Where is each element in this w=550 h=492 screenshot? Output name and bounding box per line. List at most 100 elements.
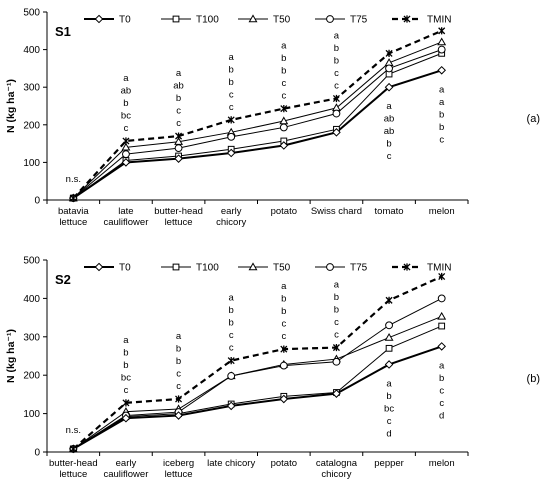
y-tick-label: 0	[34, 196, 40, 207]
significance-letter: b	[334, 292, 339, 303]
significance-letter: c	[229, 343, 234, 354]
x-category-label: early cauliflower	[103, 458, 148, 480]
data-point-t0	[174, 411, 183, 420]
data-point-tmin	[438, 27, 446, 35]
significance-letter: c	[334, 80, 339, 91]
significance-letter: ab	[173, 81, 184, 92]
significance-letter: b	[334, 305, 339, 316]
legend-marker-tmin	[403, 263, 411, 271]
data-point-t100	[438, 322, 446, 330]
significance-letter: a	[386, 378, 392, 389]
x-category-label: tomato	[375, 206, 404, 217]
significance-letter: bc	[121, 372, 131, 383]
x-category-label: early chicory	[216, 206, 246, 228]
legend-label: T75	[350, 15, 368, 26]
significance-letter: c	[124, 123, 129, 134]
significance-letter: c	[124, 385, 129, 396]
significance-letter: c	[439, 398, 444, 409]
data-point-tmin	[385, 296, 393, 304]
significance-letter: c	[176, 118, 181, 129]
significance-letter: b	[281, 294, 286, 305]
legend-marker-t50	[248, 14, 258, 23]
data-point-tmin	[280, 345, 288, 353]
data-point-t75	[174, 144, 183, 153]
significance-letter: a	[123, 335, 129, 346]
significance-letter: ab	[384, 126, 395, 137]
significance-letter: a	[123, 73, 129, 84]
legend-marker-t75	[326, 263, 334, 271]
significance-letter: c	[281, 78, 286, 89]
y-tick-label: 300	[23, 332, 40, 343]
data-point-t75	[279, 361, 288, 370]
significance-letter: c	[281, 91, 286, 102]
legend-marker-t100	[172, 263, 180, 271]
significance-letter: a	[439, 84, 445, 95]
significance-letter: a	[334, 280, 340, 291]
x-category-label: catalogna chicory	[316, 458, 358, 480]
data-point-t50	[437, 311, 447, 320]
series-line-t100	[73, 325, 442, 450]
legend-label: T0	[119, 15, 131, 26]
significance-letter: a	[386, 101, 392, 112]
significance-letter: c	[229, 330, 234, 341]
legend-label: T50	[273, 15, 291, 26]
significance-letter: b	[281, 306, 286, 317]
data-point-t75	[385, 321, 393, 330]
data-point-tmin	[69, 445, 77, 453]
legend-label: T0	[119, 263, 131, 274]
x-category-label: melon	[429, 206, 455, 217]
significance-letter: n.s.	[66, 174, 81, 185]
significance-letter: c	[334, 68, 339, 79]
significance-letter: b	[229, 318, 234, 329]
data-point-t75	[279, 123, 288, 132]
significance-letter: c	[439, 385, 444, 396]
data-point-t0	[121, 413, 131, 423]
panel-title: S1	[55, 24, 71, 39]
data-point-t0	[437, 65, 446, 75]
legend-marker-tmin	[403, 15, 411, 23]
significance-letter: b	[334, 43, 339, 54]
x-category-label: pepper	[374, 458, 404, 469]
significance-letter: a	[281, 41, 287, 52]
x-category-label: butter-head lettuce	[49, 458, 98, 480]
data-point-tmin	[122, 399, 130, 407]
significance-letter: a	[229, 293, 235, 304]
data-point-t50	[121, 142, 131, 151]
y-tick-label: 500	[23, 256, 40, 267]
legend-marker-t0	[94, 14, 104, 24]
data-point-tmin	[175, 395, 183, 403]
significance-letter: b	[123, 98, 128, 109]
y-axis-label: N (kg ha⁻¹)	[5, 79, 17, 133]
data-point-t0	[437, 342, 446, 351]
significance-letter: b	[439, 109, 444, 120]
significance-letter: b	[123, 360, 128, 371]
legend-label: TMIN	[427, 15, 451, 26]
significance-letter: d	[386, 428, 391, 439]
significance-letter: a	[176, 331, 182, 342]
significance-letter: ab	[121, 85, 132, 96]
significance-letter: c	[176, 381, 181, 392]
series-line-t50	[73, 315, 442, 450]
series-line-t75	[73, 297, 442, 450]
legend: T0 T100 T50 T75 TMIN	[84, 14, 451, 26]
significance-letter: c	[334, 317, 339, 328]
y-axis-label: N (kg ha⁻¹)	[5, 329, 17, 383]
y-tick-label: 400	[23, 294, 40, 305]
significance-letter: c	[176, 106, 181, 117]
data-point-t0	[384, 82, 394, 92]
data-point-tmin	[385, 49, 393, 57]
data-point-t75	[227, 132, 236, 141]
data-point-t0	[384, 360, 394, 369]
data-point-t75	[122, 150, 130, 159]
significance-letter: c	[334, 330, 339, 341]
legend-label: T50	[273, 263, 291, 274]
significance-letter: c	[281, 319, 286, 330]
significance-letter: c	[176, 369, 181, 380]
legend-marker-t0	[94, 262, 104, 272]
significance-letter: d	[439, 410, 444, 421]
data-point-t0	[279, 141, 289, 150]
data-point-tmin	[227, 116, 235, 124]
series-line-tmin	[72, 275, 443, 450]
